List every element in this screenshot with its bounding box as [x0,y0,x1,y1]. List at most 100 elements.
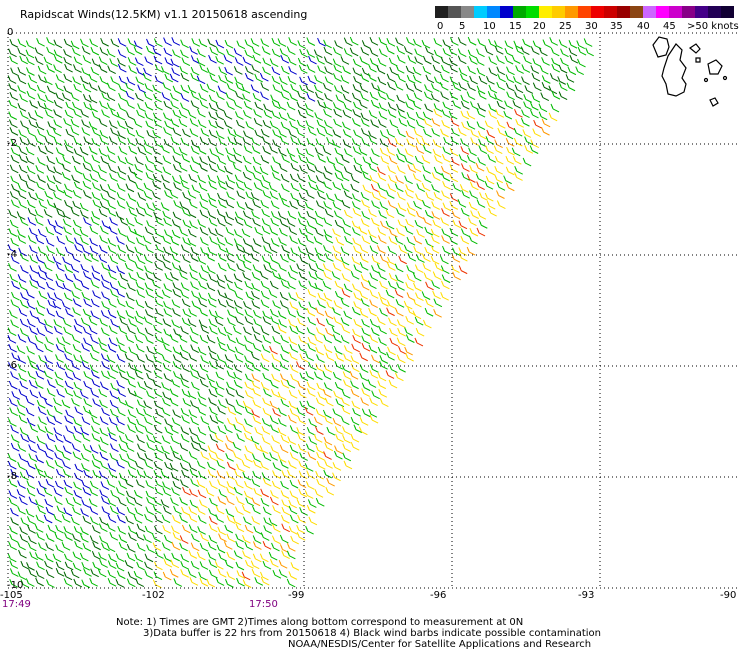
wind-barb [271,373,280,383]
wind-barb [217,156,227,165]
wind-barb [324,234,334,244]
wind-barb [290,192,299,202]
wind-barb [44,145,54,155]
wind-barb [550,103,560,113]
wind-barb [377,245,386,254]
wind-barb [207,299,217,308]
wind-barb [235,561,245,571]
wind-barb [98,64,108,73]
wind-barb [243,301,252,310]
wind-barb [558,82,568,92]
wind-barb [251,210,260,220]
wind-barb [36,84,46,94]
wind-barb [198,182,208,192]
wind-barb [92,541,101,551]
wind-barb [190,91,200,100]
lat-label: -10 [7,580,24,591]
wind-barb [253,182,263,192]
wind-barb [45,281,55,291]
wind-barb [73,109,82,118]
wind-barb [83,337,92,347]
wind-barb [368,344,378,354]
wind-barb [181,57,191,66]
wind-barb [236,570,246,579]
wind-barb [351,256,361,266]
wind-barb [36,37,45,47]
wind-barb [289,344,299,353]
wind-barb [441,208,450,217]
wind-barb [548,112,558,122]
wind-barb [46,164,56,174]
wind-barb [106,92,116,102]
wind-barb [252,93,262,102]
wind-barb [359,262,369,271]
wind-barb [163,553,173,563]
wind-barb [538,111,548,121]
wind-barb [63,49,72,58]
wind-barb [64,371,74,381]
wind-barb [449,173,459,183]
wind-barb [70,207,80,217]
wind-barb [262,477,272,487]
wind-barb [180,72,190,82]
wind-barb [512,100,522,109]
wind-barb [251,568,261,578]
wind-barb [353,264,363,274]
wind-barb [260,362,269,371]
wind-barb [270,200,280,210]
wind-barb [53,488,63,497]
wind-barb [199,334,209,344]
wind-barb [218,137,227,146]
wind-barb [394,183,404,193]
wind-barb [287,76,297,85]
wind-barb [116,288,126,298]
wind-barb [395,64,405,74]
wind-barb [64,273,74,283]
wind-barb [125,310,135,319]
wind-barb [72,372,82,381]
wind-barb [298,280,308,290]
wind-barb [208,360,218,370]
wind-barb [180,282,190,291]
wind-barb [323,363,333,373]
wind-barb [322,83,332,92]
wind-barb [207,541,217,551]
wind-barb [412,173,422,183]
wind-barb [154,156,163,165]
wind-barb [277,427,287,437]
wind-barb [235,82,245,92]
wind-barb [217,526,226,536]
time-label: 17:50 [249,599,278,610]
wind-barb [281,154,290,163]
wind-barb [333,85,343,94]
wind-barb [396,165,406,175]
wind-barb [153,93,162,103]
wind-barb [26,487,36,497]
wind-barb [55,524,64,534]
wind-barb [208,309,218,319]
wind-barb [360,128,370,137]
wind-barb [162,481,171,491]
wind-barb [232,516,242,526]
wind-barb [236,463,245,473]
wind-barb [217,406,226,415]
wind-barb [259,72,269,82]
wind-barb [262,372,271,382]
wind-barb [288,499,297,509]
wind-barb [206,373,215,383]
wind-barb [263,264,273,273]
wind-barb [224,424,233,434]
wind-barb [164,120,173,130]
wind-barb [298,335,308,345]
wind-barb [189,335,199,344]
wind-barb [388,155,398,165]
wind-barb [8,209,18,219]
wind-barb [34,217,44,226]
wind-barb [92,199,102,209]
wind-barb [73,390,82,400]
wind-barb [351,343,360,353]
wind-barb [243,101,253,110]
wind-barb [190,72,200,82]
wind-barb [315,363,324,373]
wind-barb [143,67,152,77]
